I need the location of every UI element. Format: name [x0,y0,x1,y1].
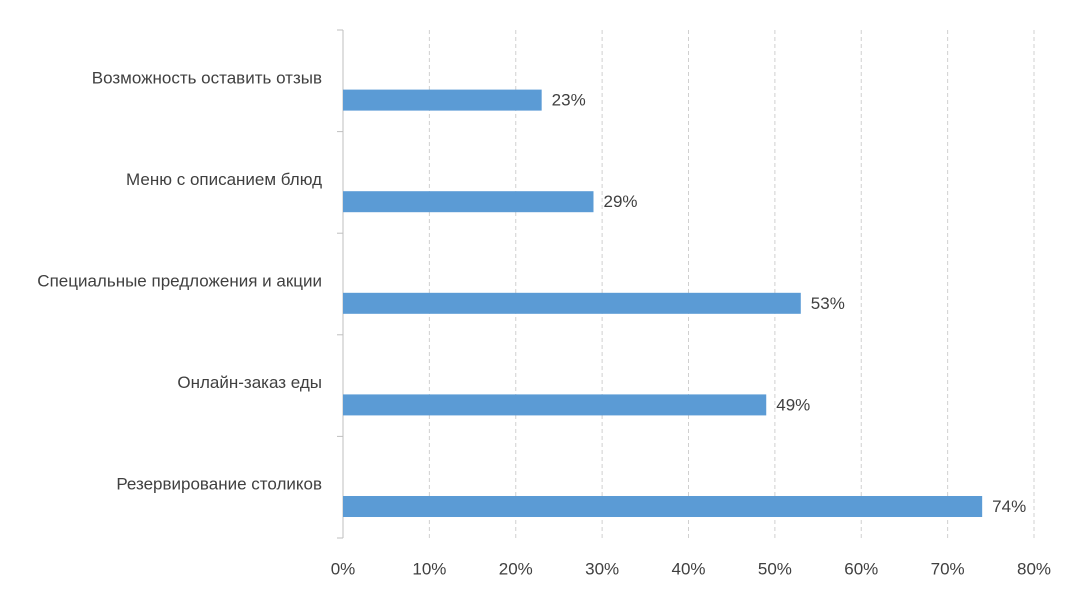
category-label: Онлайн-заказ еды [177,373,322,392]
data-label: 23% [552,91,586,110]
x-tick-label: 30% [585,559,619,578]
x-tick-label: 0% [331,559,356,578]
x-tick-label: 20% [499,559,533,578]
x-tick-label: 40% [671,559,705,578]
x-tick-label: 50% [758,559,792,578]
bar [343,496,983,518]
category-label: Специальные предложения и акции [37,271,322,290]
x-tick-label: 80% [1017,559,1051,578]
bar [343,89,542,111]
x-tick-label: 60% [844,559,878,578]
x-tick-label: 10% [412,559,446,578]
category-label: Возможность оставить отзыв [92,68,322,87]
bar [343,292,801,314]
data-label: 29% [603,192,637,211]
category-label: Резервирование столиков [116,475,322,494]
category-label: Меню с описанием блюд [126,170,322,189]
x-tick-label: 70% [931,559,965,578]
data-label: 49% [776,395,810,414]
bar [343,394,767,416]
data-label: 74% [992,497,1026,516]
bar [343,191,594,213]
data-label: 53% [811,294,845,313]
